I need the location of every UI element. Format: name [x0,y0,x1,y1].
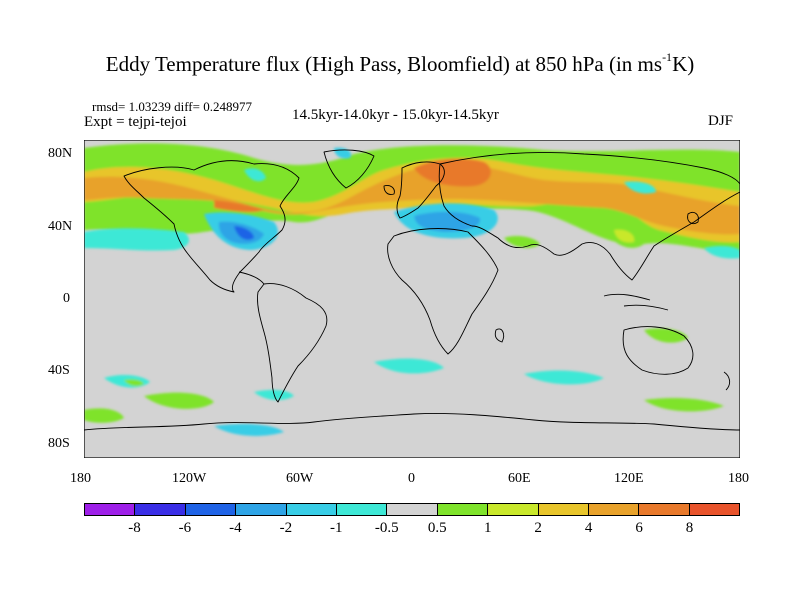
colorbar-swatch-8 [488,504,539,515]
colorbar-swatch-11 [639,504,690,515]
map-title: Eddy Temperature flux (High Pass, Bloomf… [105,50,695,76]
colorbar-tick-label: -2 [279,520,293,536]
colorbar-swatch-9 [538,504,589,515]
map-panel [83,139,741,459]
colorbar-swatch-12 [689,504,740,515]
y-tick-40N: 40N [48,219,73,234]
colorbar-swatch-5 [336,504,388,515]
colorbar-tick-label: 2 [534,520,542,536]
colorbar-tick-label: 1 [483,520,492,536]
colorbar-swatch-3 [236,504,287,515]
x-tick-0: 0 [408,471,415,486]
southern-anomaly-regions [84,328,724,436]
anomaly-map [83,139,741,459]
colorbar-swatch-2 [185,504,237,515]
x-tick-120e: 120E [614,471,644,486]
colorbar-swatch-7 [437,504,489,515]
colorbar-swatch-6 [387,504,438,515]
colorbar-tick-label: 0.5 [427,520,447,536]
colorbar-swatch-4 [286,504,337,515]
x-tick-120w: 120W [172,471,207,486]
colorbar-swatch-1 [135,504,186,515]
y-tick-0: 0 [63,291,70,306]
y-tick-80N: 80N [48,146,73,161]
x-tick-180e: 180 [728,471,749,486]
colorbar-tick-label: 4 [584,520,593,536]
season-label: DJF [708,113,734,129]
y-tick-40S: 40S [48,363,70,378]
colorbar-tick-label: 8 [685,520,694,536]
colorbar-swatch-10 [588,504,640,515]
colorbar-tick-label: 6 [635,520,643,536]
y-tick-80S: 80S [48,436,70,451]
x-tick-60e: 60E [508,471,531,486]
colorbar-swatch-0 [85,504,136,515]
x-tick-180w: 180 [70,471,91,486]
coastlines [83,149,741,431]
colorbar-tick-label: -6 [178,520,192,536]
negative-anomaly-regions [84,147,740,259]
x-tick-60w: 60W [286,471,314,486]
colorbar-tick-label: -1 [330,520,343,536]
colorbar [84,503,740,516]
experiment-label: Expt = tejpi-tejoi [84,114,187,130]
stats-label: rmsd= 1.03239 diff= 0.248977 [92,99,252,114]
colorbar-tick-label: -8 [128,520,141,536]
colorbar-tick-label: -4 [229,520,242,536]
period-label: 14.5kyr-14.0kyr - 15.0kyr-14.5kyr [292,107,499,123]
colorbar-tick-label: -0.5 [374,520,399,536]
